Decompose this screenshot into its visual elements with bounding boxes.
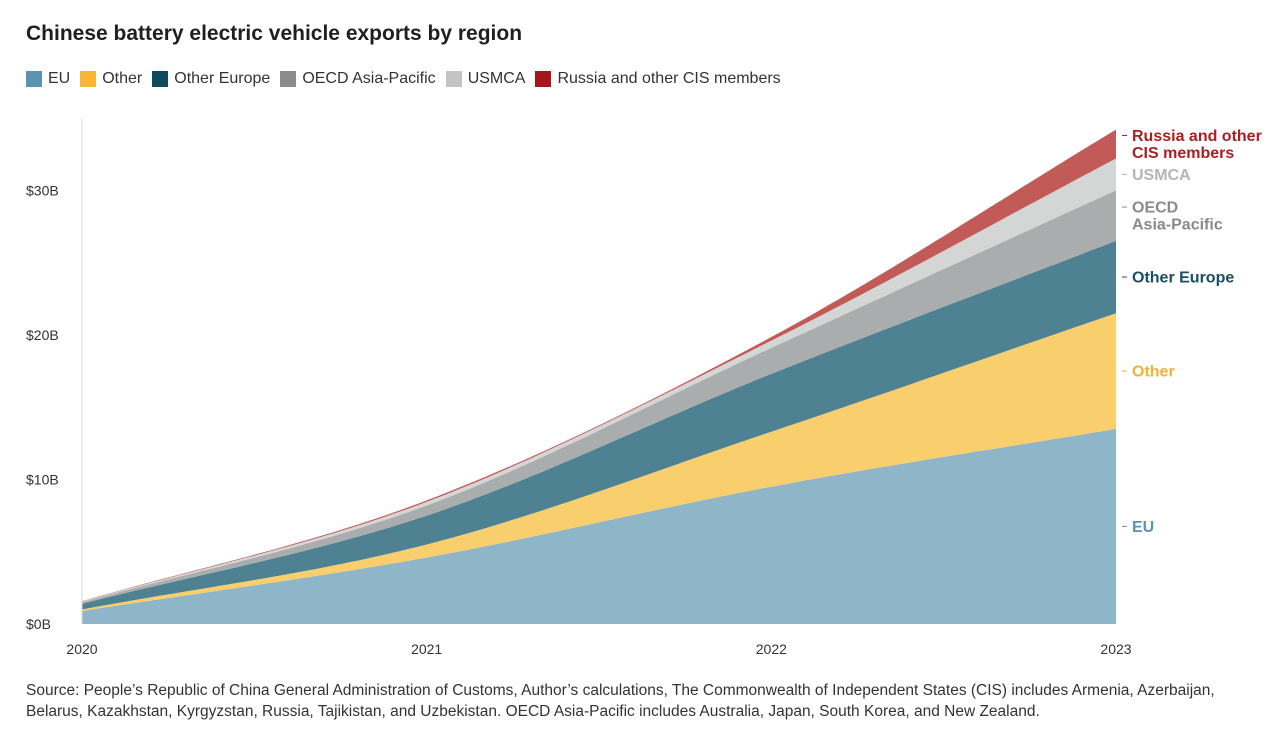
legend-item-eu: EU — [26, 70, 70, 88]
area-series-group — [82, 129, 1116, 624]
end-label-line: USMCA — [1132, 167, 1191, 184]
legend-label-usmca: USMCA — [467, 70, 526, 87]
y-tick-label: $0B — [26, 616, 51, 632]
legend-swatch-other — [80, 71, 97, 87]
x-tick-label: 2021 — [411, 641, 442, 657]
area-series-other — [82, 313, 1116, 611]
legend-item-other: Other — [80, 70, 142, 88]
legend-swatch-oecd-asia-pacific — [280, 71, 297, 87]
end-label-other: Other — [1132, 364, 1175, 381]
end-label-line: Other — [1132, 364, 1175, 381]
x-tick-label: 2023 — [1100, 641, 1131, 657]
legend-label-other: Other — [102, 70, 143, 87]
legend-label-russia-cis: Russia and other CIS members — [557, 70, 781, 87]
legend-swatch-eu — [26, 71, 42, 87]
x-tick-label: 2020 — [66, 641, 97, 657]
legend-item-other-europe: Other Europe — [152, 70, 270, 88]
legend: EU Other Other Europe OECD Asia-Pacific … — [26, 70, 791, 88]
y-tick-label: $30B — [26, 182, 59, 198]
end-label-line: EU — [1132, 519, 1154, 536]
end-label-usmca: USMCA — [1132, 167, 1191, 184]
x-tick-label: 2022 — [756, 641, 787, 657]
legend-item-oecd-asia-pacific: OECD Asia-Pacific — [280, 70, 436, 88]
stacked-area-chart: $0B $10B $20B $30B 2020 2021 2022 2023 Russia an… — [26, 118, 1262, 657]
end-label-oecd-asia-pacific: OECD Asia-Pacific — [1132, 200, 1223, 234]
end-label-eu: EU — [1132, 519, 1154, 536]
legend-swatch-usmca — [445, 71, 462, 87]
end-label-line: Asia-Pacific — [1132, 217, 1223, 234]
end-label-line: Other Europe — [1132, 270, 1234, 287]
y-tick-label: $20B — [26, 327, 59, 343]
legend-swatch-other-europe — [152, 71, 169, 87]
end-label-line: OECD — [1132, 200, 1178, 217]
end-label-line: CIS members — [1132, 145, 1234, 162]
y-tick-label: $10B — [26, 471, 59, 487]
legend-label-other-europe: Other Europe — [174, 70, 271, 87]
legend-label-oecd-asia-pacific: OECD Asia-Pacific — [302, 70, 436, 87]
legend-item-russia-cis: Russia and other CIS members — [535, 70, 781, 88]
end-label-line: Russia and other — [1132, 128, 1262, 145]
legend-label-eu: EU — [48, 70, 71, 87]
legend-swatch-russia-cis — [535, 71, 552, 87]
chart-title: Chinese battery electric vehicle exports… — [26, 22, 523, 45]
end-label-russia-and-other-cis-members: Russia and other CIS members — [1132, 128, 1262, 162]
legend-item-usmca: USMCA — [445, 70, 526, 88]
end-label-other-europe: Other Europe — [1132, 270, 1234, 287]
area-series-eu — [82, 428, 1116, 624]
source-note: Source: People’s Republic of China Gener… — [26, 682, 1215, 720]
